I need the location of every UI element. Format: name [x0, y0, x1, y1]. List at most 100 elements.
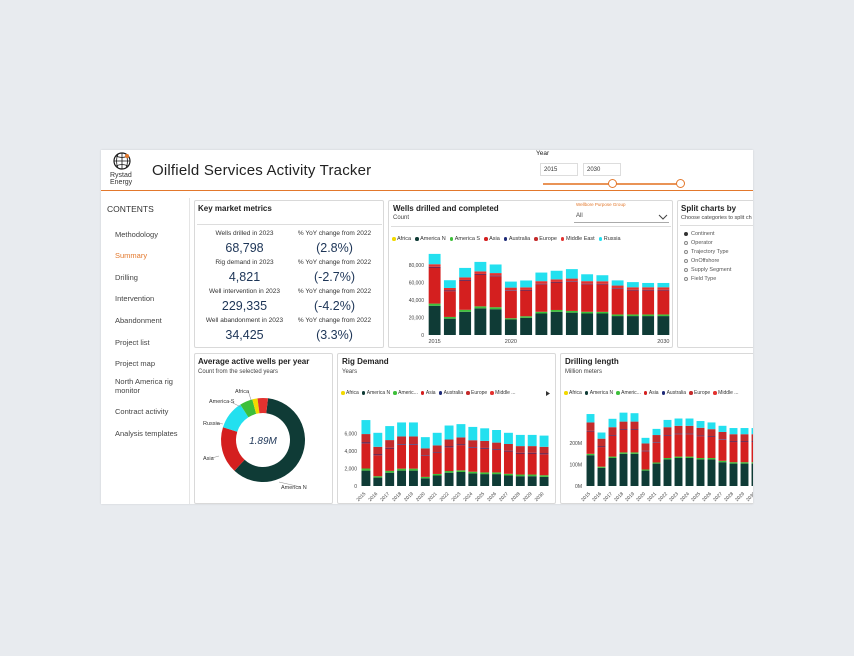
wellbore-dropdown[interactable]: All: [574, 211, 669, 223]
wellbore-dropdown-value: All: [576, 213, 583, 219]
sidebar-item-intervention[interactable]: Intervention: [115, 294, 155, 303]
globe-logo-icon: [113, 152, 131, 170]
year-slider-to-handle[interactable]: [676, 179, 685, 188]
sidebar-item-analysis-templates[interactable]: Analysis templates: [115, 429, 178, 438]
legend-next-icon[interactable]: [546, 391, 550, 396]
bar-segment-america-s: [504, 318, 517, 320]
bar-segment-australia: [480, 447, 490, 449]
legend-item: Russia: [598, 236, 621, 242]
bar-segment-russia: [611, 280, 624, 286]
bar-segment-australia: [663, 435, 672, 436]
legend-label: Africa: [569, 390, 582, 396]
split-option-continent[interactable]: Continent: [684, 231, 715, 237]
sidebar-item-contract-activity[interactable]: Contract activity: [115, 407, 169, 416]
bar-segment-europe: [503, 444, 513, 451]
donut-slice-russia: [222, 404, 249, 432]
sidebar-item-project-list[interactable]: Project list: [115, 338, 150, 347]
split-option-operator[interactable]: Operator: [684, 240, 713, 246]
bar-segment-middle-east: [611, 285, 624, 289]
bar-segment-australia: [515, 452, 525, 454]
legend-item: America N: [584, 390, 613, 396]
y-tick-label: 200M: [569, 441, 582, 447]
sidebar-item-methodology[interactable]: Methodology: [115, 230, 158, 239]
bar-segment-australia: [657, 289, 670, 291]
x-tick-label: 2019: [403, 491, 415, 503]
year-filter-label: Year: [536, 150, 550, 157]
header-divider: [101, 190, 753, 191]
bar-segment-russia: [444, 425, 454, 440]
sidebar-item-rig-monitor[interactable]: North America rig monitor: [115, 377, 173, 395]
chevron-down-icon: [658, 214, 668, 220]
bar-segment-australia: [586, 430, 595, 432]
bar-segment-america-n: [696, 459, 705, 486]
legend-item: Europe: [689, 390, 710, 396]
bar-segment-australia: [503, 450, 513, 452]
kpi-rig-change-label: % YoY change from 2022: [297, 259, 372, 266]
sidebar-item-summary[interactable]: Summary: [115, 251, 148, 260]
bar-segment-europe: [408, 436, 418, 445]
wells-panel: Wells drilled and completed Count Wellbo…: [388, 200, 673, 348]
legend-label: America N: [420, 236, 446, 242]
bar-segment-russia: [641, 437, 650, 444]
split-option-trajectory[interactable]: Trajectory Type: [684, 249, 729, 255]
donut-leader-line: [228, 400, 242, 408]
bar-segment-russia: [468, 426, 478, 441]
bar-segment-russia: [586, 414, 595, 423]
bar-segment-australia: [596, 283, 609, 285]
x-tick-label: 2021: [427, 491, 439, 503]
bar-segment-asia: [597, 447, 606, 467]
bar-segment-europe: [718, 431, 727, 440]
split-option-onoffshore[interactable]: OnOffshore: [684, 258, 719, 264]
sidebar-item-drilling[interactable]: Drilling: [115, 273, 138, 282]
year-to-input[interactable]: 2030: [583, 163, 621, 176]
bar-segment-australia: [539, 453, 549, 455]
bar-segment-middle-east: [459, 277, 472, 280]
year-slider-from-handle[interactable]: [608, 179, 617, 188]
sidebar-item-project-map[interactable]: Project map: [115, 359, 156, 368]
bar-segment-asia: [527, 453, 537, 475]
bar-segment-america-n: [503, 475, 513, 486]
split-option-field-type[interactable]: Field Type: [684, 276, 716, 282]
kpi-rig-label: Rig demand in 2023: [215, 259, 274, 266]
bar-segment-america-n: [456, 472, 466, 486]
legend-label: Middle East: [565, 236, 595, 242]
bar-segment-asia: [565, 281, 578, 311]
legend-label: Asia: [489, 236, 500, 242]
legend-label: Europe: [694, 390, 711, 396]
page-title: Oilfield Services Activity Tracker: [152, 162, 372, 179]
year-from-input[interactable]: 2015: [540, 163, 578, 176]
split-option-supply-segment[interactable]: Supply Segment: [684, 267, 731, 273]
bar-segment-america-n: [657, 316, 670, 335]
donut-slice-label: America S: [209, 399, 235, 405]
x-tick-label: 2017: [602, 491, 614, 503]
donut-slice-america-s: [240, 399, 257, 418]
legend-item: Asia: [643, 390, 659, 396]
bar-segment-australia: [718, 439, 727, 440]
bar-segment-australia: [408, 444, 418, 445]
rig-subtitle: Years: [342, 369, 358, 375]
legend-label: America N: [366, 390, 391, 396]
bar-segment-australia: [373, 454, 383, 456]
bar-segment-australia: [611, 288, 624, 289]
bar-segment-america-n: [468, 473, 478, 486]
bar-segment-america-s: [444, 471, 454, 473]
donut-leader-line: [211, 455, 220, 459]
bar-segment-australia: [468, 447, 478, 448]
bar-segment-america-s: [373, 476, 383, 478]
x-tick-label: 2028: [510, 491, 522, 503]
x-tick-label: 2027: [712, 491, 724, 503]
bar-segment-australia: [535, 283, 548, 285]
bar-segment-america-s: [503, 473, 513, 476]
bar-segment-australia: [527, 452, 537, 454]
y-tick-label: 0: [354, 484, 357, 490]
x-tick-label: 2023: [668, 491, 680, 503]
legend-item: Americ...: [393, 390, 418, 396]
radio-icon: [684, 250, 688, 254]
bar-segment-america-n: [626, 316, 639, 335]
bar-segment-america-s: [459, 309, 472, 312]
bar-segment-asia: [397, 444, 407, 469]
sidebar-item-abandonment[interactable]: Abandonment: [115, 316, 162, 325]
bar-segment-australia: [751, 441, 753, 443]
bar-segment-russia: [619, 412, 628, 422]
